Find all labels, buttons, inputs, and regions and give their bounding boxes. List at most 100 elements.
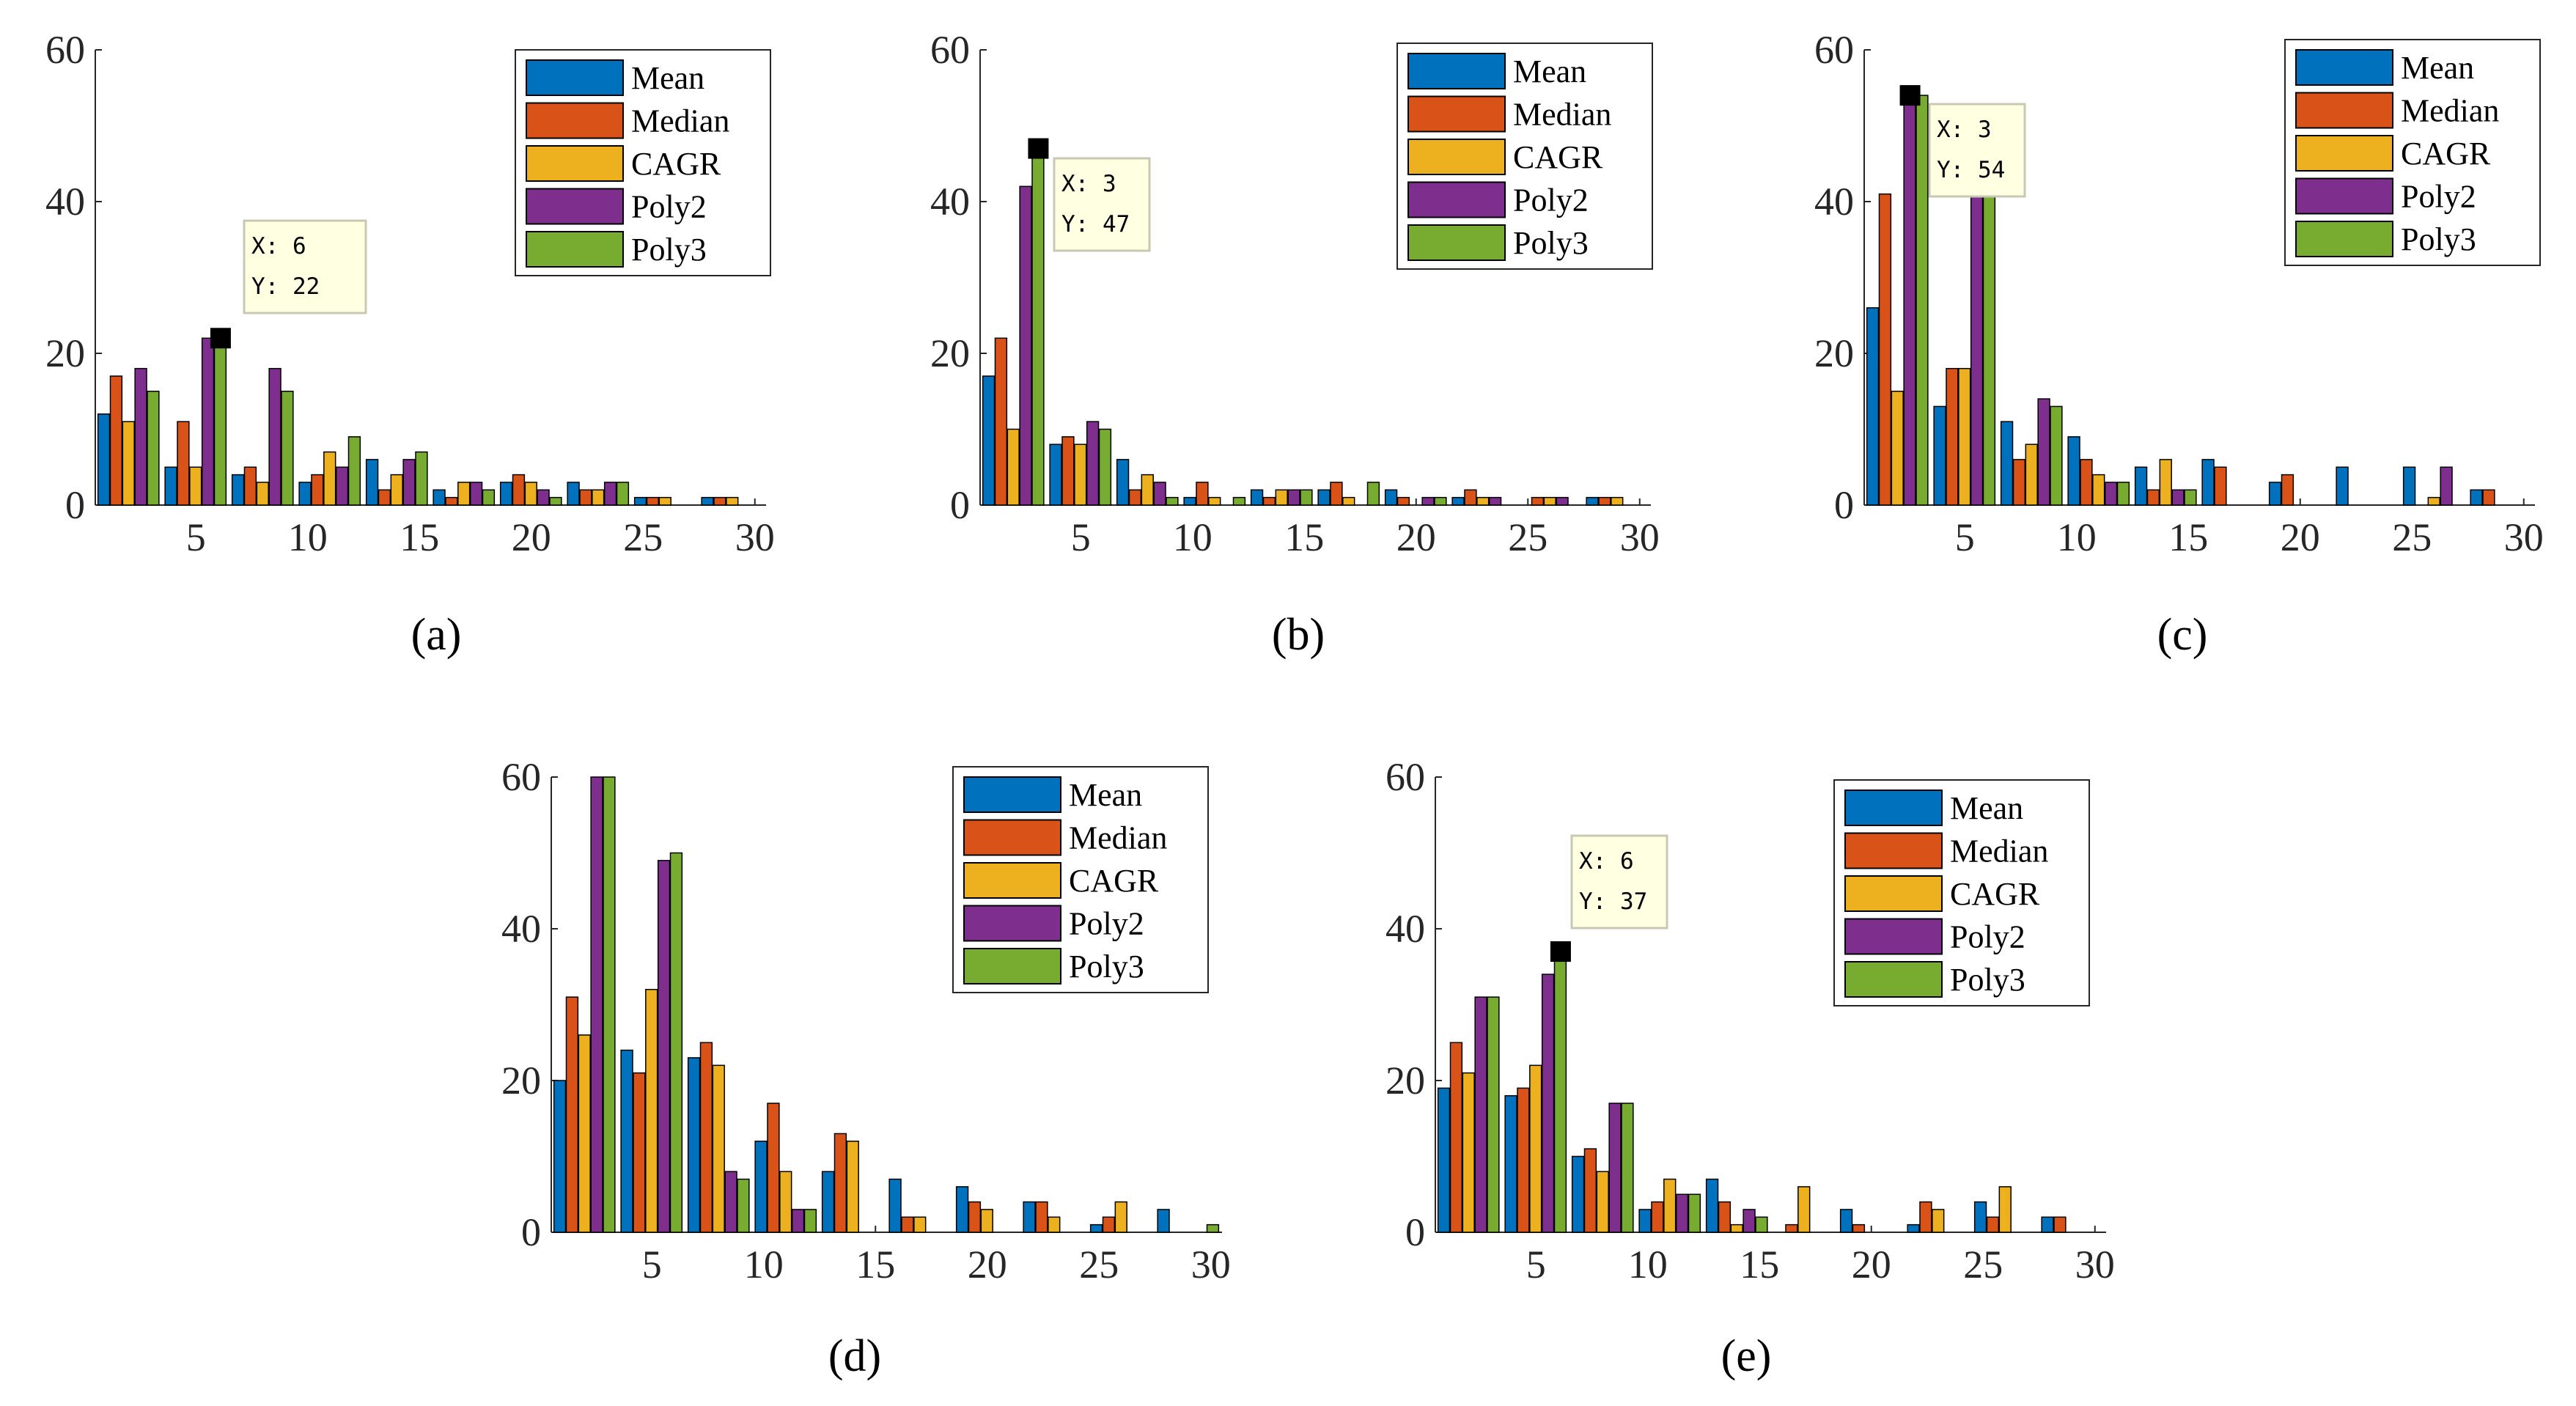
legend-swatch-mean bbox=[2295, 49, 2393, 86]
bar-mean-x5 bbox=[620, 1049, 633, 1233]
bar-median-x20 bbox=[512, 474, 526, 506]
bar-median-x20 bbox=[968, 1201, 982, 1233]
bar-cagr-x29 bbox=[726, 496, 739, 506]
bar-cagr-x26 bbox=[1543, 496, 1556, 506]
bar-mean-x2 bbox=[553, 1080, 567, 1233]
bar-median-x14 bbox=[1718, 1201, 1732, 1233]
bar-poly2-x5 bbox=[657, 860, 671, 1233]
bar-poly2-x11 bbox=[791, 1209, 805, 1233]
bar-cagr-x14 bbox=[2159, 459, 2172, 506]
x-tick-label: 25 bbox=[2392, 515, 2432, 559]
x-tick-label: 10 bbox=[2057, 515, 2097, 559]
bar-cagr-x8 bbox=[2025, 443, 2038, 506]
bar-median-x26 bbox=[646, 496, 660, 506]
x-tick-label: 30 bbox=[2075, 1243, 2115, 1287]
legend-label-cagr: CAGR bbox=[1950, 876, 2040, 912]
bar-poly2-x14 bbox=[1287, 489, 1300, 506]
bar-mean-x14 bbox=[821, 1171, 835, 1233]
legend: Mean Median CAGR Poly2 Poly3 bbox=[515, 49, 771, 276]
bar-poly2-x2 bbox=[1474, 996, 1487, 1233]
bar-mean-x20 bbox=[955, 1186, 969, 1233]
bar-mean-x8 bbox=[2000, 421, 2014, 506]
bar-cagr-x14 bbox=[1275, 489, 1288, 506]
x-tick-label: 5 bbox=[186, 515, 206, 559]
bar-mean-x20 bbox=[1384, 489, 1398, 506]
bar-cagr-x14 bbox=[390, 474, 403, 506]
legend-label-median: Median bbox=[1513, 97, 1611, 133]
bar-poly2-x26 bbox=[1556, 496, 1569, 506]
panel-label-c: (c) bbox=[2157, 610, 2208, 660]
bar-cagr-x17 bbox=[913, 1216, 927, 1233]
bar-mean-x11 bbox=[1183, 496, 1196, 506]
bar-poly3-x14 bbox=[1300, 489, 1313, 506]
bar-cagr-x26 bbox=[1998, 1186, 2012, 1233]
bar-mean-x29 bbox=[701, 496, 714, 506]
bar-poly2-x23 bbox=[603, 482, 617, 506]
bar-poly3-x2 bbox=[147, 391, 160, 506]
bar-median-x8 bbox=[1583, 1148, 1597, 1233]
x-tick-label: 20 bbox=[968, 1243, 1007, 1287]
bar-cagr-x20 bbox=[980, 1209, 993, 1233]
y-tick-label: 0 bbox=[521, 1210, 541, 1254]
panel-label-b: (b) bbox=[1272, 610, 1325, 660]
bar-mean-x2 bbox=[1437, 1087, 1451, 1233]
bar-cagr-x2 bbox=[578, 1034, 591, 1233]
bar-median-x23 bbox=[579, 489, 592, 506]
bar-cagr-x23 bbox=[1932, 1209, 1945, 1233]
bar-cagr-x8 bbox=[256, 482, 269, 506]
legend-swatch-cagr bbox=[2295, 135, 2393, 172]
bar-mean-x29 bbox=[1586, 496, 1599, 506]
bar-median-x17 bbox=[901, 1216, 914, 1233]
bar-median-x26 bbox=[1102, 1216, 1116, 1233]
bar-poly2-x14 bbox=[2171, 489, 2185, 506]
legend-label-poly2: Poly2 bbox=[2401, 179, 2476, 215]
datatip-y-label: Y: 54 bbox=[1937, 157, 2005, 183]
bar-poly3-x11 bbox=[347, 436, 361, 506]
bar-median-x17 bbox=[445, 496, 458, 506]
bar-median-x14 bbox=[1262, 496, 1276, 506]
bar-median-x8 bbox=[1128, 489, 1142, 506]
bar-median-x23 bbox=[1919, 1201, 1932, 1233]
bar-poly2-x14 bbox=[1743, 1209, 1756, 1233]
bar-cagr-x11 bbox=[779, 1171, 792, 1233]
x-tick-label: 20 bbox=[512, 515, 551, 559]
bar-mean-x5 bbox=[1933, 405, 1946, 506]
bar-poly2-x8 bbox=[268, 367, 281, 506]
bar-cagr-x8 bbox=[1596, 1171, 1609, 1233]
bar-median-x17 bbox=[2214, 466, 2227, 506]
legend-swatch-mean bbox=[1407, 53, 1506, 89]
bar-mean-x5 bbox=[1049, 443, 1062, 506]
legend-swatch-cagr bbox=[526, 145, 624, 182]
legend-label-poly3: Poly3 bbox=[1513, 225, 1589, 261]
bar-median-x17 bbox=[1785, 1223, 1798, 1233]
bar-median-x29 bbox=[713, 496, 726, 506]
bar-cagr-x26 bbox=[1114, 1201, 1127, 1233]
bar-median-x29 bbox=[2482, 489, 2495, 506]
bar-poly3-x8 bbox=[737, 1178, 750, 1233]
bar-median-x5 bbox=[1946, 367, 1959, 506]
bar-mean-x29 bbox=[2470, 489, 2483, 506]
bar-median-x5 bbox=[1517, 1087, 1530, 1233]
legend-swatch-median bbox=[963, 819, 1061, 856]
bar-poly3-x20 bbox=[549, 496, 562, 506]
bar-cagr-x2 bbox=[122, 421, 135, 506]
bar-median-x23 bbox=[1035, 1201, 1048, 1233]
y-tick-label: 40 bbox=[45, 180, 85, 224]
bar-mean-x26 bbox=[2402, 466, 2416, 506]
bar-poly2-x23 bbox=[1488, 496, 1502, 506]
legend: Mean Median CAGR Poly2 Poly3 bbox=[2284, 39, 2541, 266]
y-tick-label: 0 bbox=[1834, 483, 1854, 527]
legend-label-cagr: CAGR bbox=[1069, 863, 1159, 899]
x-tick-label: 20 bbox=[1852, 1243, 1891, 1287]
legend-label-median: Median bbox=[631, 103, 729, 139]
bar-poly3-x2 bbox=[1031, 147, 1045, 506]
bar-poly3-x14 bbox=[2184, 489, 2197, 506]
y-tick-label: 20 bbox=[1814, 331, 1854, 375]
legend-swatch-poly2 bbox=[1844, 918, 1943, 955]
legend-label-cagr: CAGR bbox=[2401, 136, 2491, 172]
legend-label-poly2: Poly2 bbox=[1513, 183, 1589, 218]
bar-poly2-x20 bbox=[1421, 496, 1435, 506]
bar-cagr-x17 bbox=[1797, 1186, 1811, 1233]
bar-poly2-x14 bbox=[402, 459, 416, 506]
